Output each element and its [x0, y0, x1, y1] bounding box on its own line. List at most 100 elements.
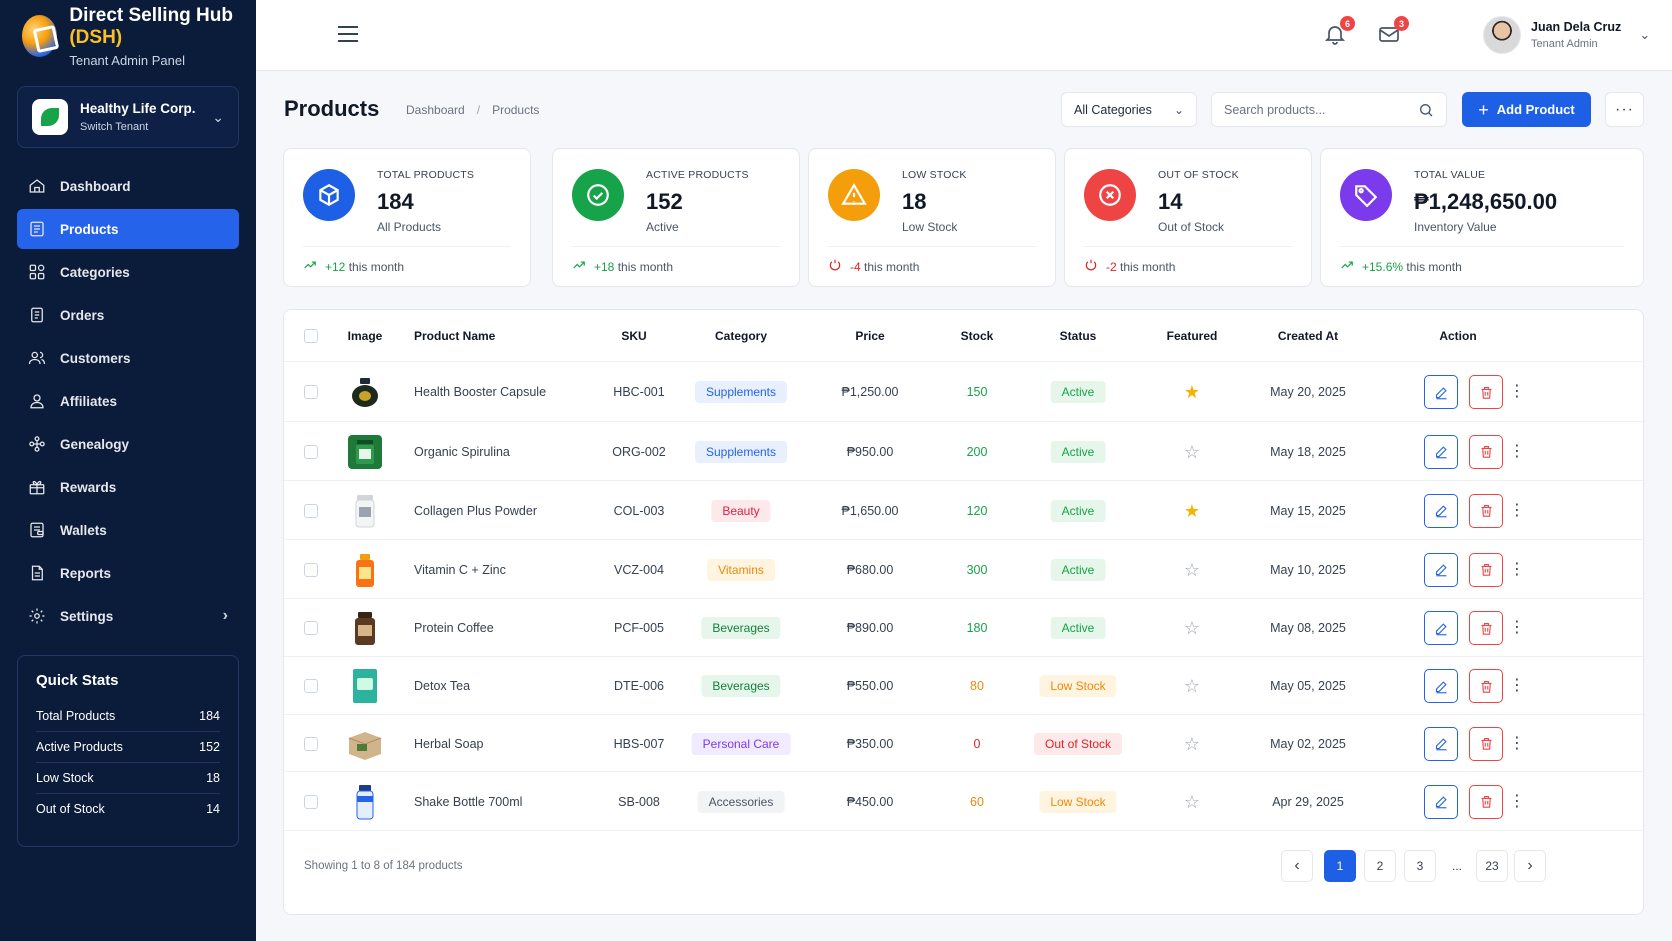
kebab-menu-icon[interactable]: ⋮	[1509, 501, 1525, 519]
delete-button[interactable]	[1469, 375, 1503, 409]
messages-button[interactable]: 3	[1377, 16, 1409, 48]
star-outline-icon[interactable]: ☆	[1183, 676, 1201, 696]
page-button[interactable]: 23	[1476, 850, 1508, 882]
more-options-button[interactable]: ···	[1605, 92, 1644, 127]
sidebar-item-dashboard[interactable]: Dashboard	[17, 166, 239, 206]
row-checkbox[interactable]	[304, 503, 318, 518]
column-header-sku[interactable]: SKU	[621, 329, 647, 343]
sidebar-item-reports[interactable]: Reports	[17, 553, 239, 593]
row-checkbox[interactable]	[304, 679, 318, 693]
page-button[interactable]: 3	[1404, 850, 1436, 882]
row-checkbox[interactable]	[304, 444, 318, 459]
table-row[interactable]: Herbal Soap HBS-007 Personal Care ₱350.00 0 O…	[284, 715, 1643, 772]
table-row[interactable]: Health Booster Capsule HBC-001 Supplements…	[284, 362, 1643, 422]
delete-button[interactable]	[1469, 784, 1503, 819]
delete-button[interactable]	[1469, 726, 1503, 761]
row-checkbox[interactable]	[304, 385, 318, 399]
table-row[interactable]: Collagen Plus Powder COL-003 Beauty ₱1,650.…	[284, 481, 1643, 540]
sidebar-item-genealogy[interactable]: Genealogy	[17, 424, 239, 464]
search-icon[interactable]	[1418, 102, 1434, 118]
edit-button[interactable]	[1424, 375, 1458, 409]
user-menu[interactable]: Juan Dela Cruz Tenant Admin ⌄	[1483, 16, 1650, 54]
notifications-button[interactable]: 6	[1323, 16, 1355, 48]
product-name[interactable]: Health Booster Capsule	[414, 385, 547, 399]
edit-button[interactable]	[1424, 611, 1458, 645]
edit-button[interactable]	[1424, 552, 1458, 587]
column-header-price[interactable]: Price	[855, 329, 885, 343]
delete-button[interactable]	[1469, 669, 1503, 703]
kebab-menu-icon[interactable]: ⋮	[1509, 792, 1525, 810]
delete-button[interactable]	[1469, 434, 1503, 469]
stat-card-low-stock[interactable]: LOW STOCK 18 Low Stock -4 this month	[808, 148, 1056, 287]
sidebar-item-settings[interactable]: Settings ›	[17, 596, 239, 636]
column-header-stock[interactable]: Stock	[960, 329, 994, 343]
product-name[interactable]: Detox Tea	[414, 679, 471, 693]
search-input[interactable]	[1224, 102, 1404, 117]
sidebar-item-affiliates[interactable]: Affiliates	[17, 381, 239, 421]
star-outline-icon[interactable]: ☆	[1183, 791, 1201, 812]
sidebar-item-categories[interactable]: Categories	[17, 252, 239, 292]
menu-toggle-icon[interactable]	[338, 26, 358, 42]
row-checkbox[interactable]	[304, 621, 318, 635]
column-header-featured[interactable]: Featured	[1166, 329, 1218, 343]
row-checkbox[interactable]	[304, 794, 318, 809]
product-name[interactable]: Protein Coffee	[414, 621, 494, 635]
sidebar-item-products[interactable]: Products	[17, 209, 239, 249]
sidebar-item-customers[interactable]: Customers	[17, 338, 239, 378]
kebab-menu-icon[interactable]: ⋮	[1509, 442, 1525, 460]
star-outline-icon[interactable]: ☆	[1183, 618, 1201, 638]
delete-button[interactable]	[1469, 552, 1503, 587]
column-header-image[interactable]: Image	[347, 329, 383, 343]
stat-card-active-products[interactable]: ACTIVE PRODUCTS 152 Active +18 this month	[552, 148, 800, 287]
row-checkbox[interactable]	[304, 736, 318, 751]
column-header-category[interactable]: Category	[714, 329, 768, 343]
column-header-created-at[interactable]: Created At	[1277, 329, 1339, 343]
star-filled-icon[interactable]: ★	[1183, 500, 1201, 521]
edit-button[interactable]	[1424, 784, 1458, 819]
kebab-menu-icon[interactable]: ⋮	[1509, 383, 1525, 400]
next-page-button[interactable]: ›	[1514, 850, 1546, 882]
brand[interactable]: Direct Selling Hub (DSH) Tenant Admin Pa…	[0, 0, 256, 72]
stat-card-out-of-stock[interactable]: OUT OF STOCK 14 Out of Stock -2 this month	[1064, 148, 1312, 287]
product-name[interactable]: Herbal Soap	[414, 736, 484, 751]
sidebar-item-orders[interactable]: Orders	[17, 295, 239, 335]
stat-card-total-value[interactable]: TOTAL VALUE ₱1,248,650.00 Inventory Value +…	[1320, 148, 1644, 287]
sidebar-item-wallets[interactable]: Wallets	[17, 510, 239, 550]
column-header-status[interactable]: Status	[1059, 329, 1097, 343]
page-button[interactable]: 2	[1364, 850, 1396, 882]
row-checkbox[interactable]	[304, 562, 318, 577]
add-product-button[interactable]: + Add Product	[1462, 92, 1591, 127]
table-row[interactable]: Vitamin C + Zinc VCZ-004 Vitamins ₱680.00 30…	[284, 540, 1643, 599]
category-filter[interactable]: All Categories ⌄	[1061, 92, 1197, 127]
star-outline-icon[interactable]: ☆	[1183, 559, 1201, 580]
prev-page-button[interactable]: ‹	[1281, 850, 1313, 882]
table-row[interactable]: Organic Spirulina ORG-002 Supplements ₱950.…	[284, 422, 1643, 481]
table-row[interactable]: Protein Coffee PCF-005 Beverages ₱890.00 180…	[284, 599, 1643, 657]
stat-card-total-products[interactable]: TOTAL PRODUCTS 184 All Products +12 this mo…	[283, 148, 531, 287]
star-outline-icon[interactable]: ☆	[1183, 733, 1201, 754]
sidebar-item-rewards[interactable]: Rewards	[17, 467, 239, 507]
product-name[interactable]: Vitamin C + Zinc	[414, 562, 506, 577]
table-row[interactable]: Shake Bottle 700ml SB-008 Accessories ₱450.…	[284, 772, 1643, 831]
edit-button[interactable]	[1424, 669, 1458, 703]
tenant-switcher[interactable]: Healthy Life Corp. Switch Tenant ⌄	[17, 86, 239, 148]
edit-button[interactable]	[1424, 434, 1458, 469]
kebab-menu-icon[interactable]: ⋮	[1509, 677, 1525, 694]
delete-button[interactable]	[1469, 611, 1503, 645]
product-name[interactable]: Collagen Plus Powder	[414, 503, 537, 518]
kebab-menu-icon[interactable]: ⋮	[1509, 619, 1525, 636]
star-filled-icon[interactable]: ★	[1183, 382, 1201, 402]
page-button[interactable]: 1	[1324, 850, 1356, 882]
product-name[interactable]: Shake Bottle 700ml	[414, 794, 523, 809]
kebab-menu-icon[interactable]: ⋮	[1509, 734, 1525, 752]
breadcrumb-dashboard[interactable]: Dashboard	[406, 103, 465, 117]
star-outline-icon[interactable]: ☆	[1183, 441, 1201, 462]
edit-button[interactable]	[1424, 493, 1458, 528]
table-row[interactable]: Detox Tea DTE-006 Beverages ₱550.00 80 Low St…	[284, 657, 1643, 715]
column-header-product-name[interactable]: Product Name	[414, 329, 496, 343]
edit-button[interactable]	[1424, 726, 1458, 761]
column-header-action[interactable]: Action	[1439, 329, 1477, 343]
kebab-menu-icon[interactable]: ⋮	[1509, 560, 1525, 578]
product-name[interactable]: Organic Spirulina	[414, 444, 510, 459]
delete-button[interactable]	[1469, 493, 1503, 528]
